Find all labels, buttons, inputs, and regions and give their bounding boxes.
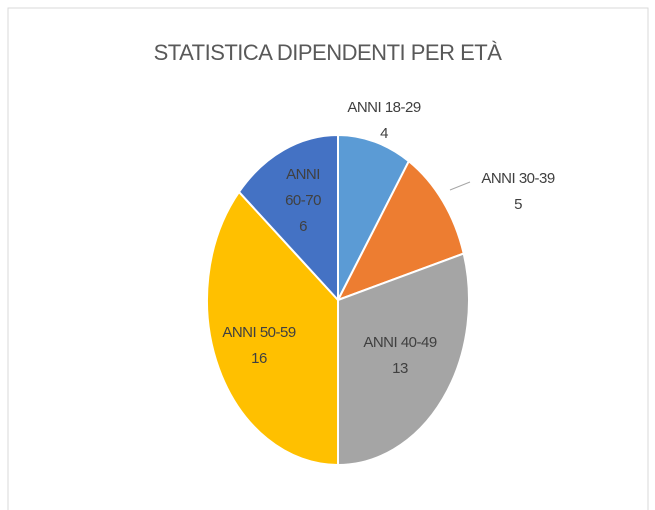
slice-label: ANNI 60-70: [285, 166, 321, 209]
slice-value: 6: [299, 218, 307, 235]
slice-label: ANNI 40-49: [363, 334, 437, 351]
slice-value: 4: [380, 125, 388, 142]
chart-title: STATISTICA DIPENDENTI PER ETÀ: [153, 40, 502, 65]
slice-label: ANNI 50-59: [222, 324, 296, 341]
slice-value: 16: [251, 350, 267, 367]
leader-line: [449, 181, 471, 191]
pie-slice: [206, 190, 339, 467]
pie-slice: [337, 252, 470, 467]
pie-slice: [337, 133, 411, 301]
pie-slice: [335, 159, 465, 302]
pie-slice: [237, 133, 339, 303]
slice-label: ANNI 18-29: [347, 99, 421, 116]
slice-label: ANNI 30-39: [481, 170, 555, 187]
chart-border: [7, 7, 649, 510]
slice-value: 5: [514, 196, 522, 213]
slice-value: 13: [392, 360, 408, 377]
